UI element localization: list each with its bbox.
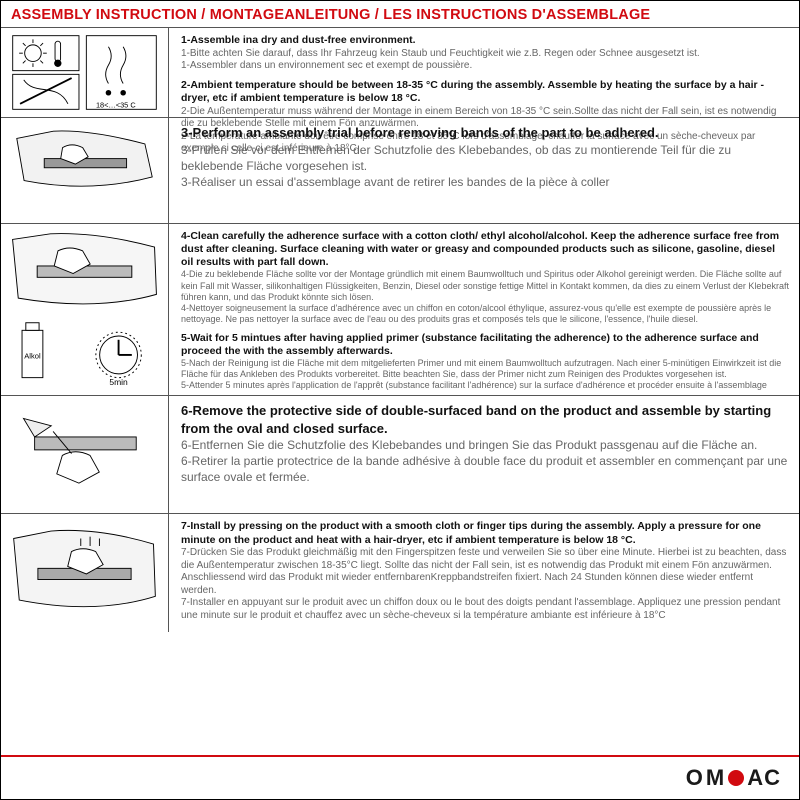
step4-fr: 4-Nettoyer soigneusement la surface d'ad… bbox=[181, 303, 771, 324]
step3-fr: 3-Réaliser un essai d'assemblage avant d… bbox=[181, 175, 610, 189]
brand-ac: AC bbox=[747, 765, 781, 791]
row-step-7: 7-Install by pressing on the product wit… bbox=[1, 514, 799, 632]
step4-lead: 4-Clean carefully the adherence surface … bbox=[181, 230, 779, 268]
header-bar: ASSEMBLY INSTRUCTION / MONTAGEANLEITUNG … bbox=[1, 1, 799, 28]
timer-label: 5min bbox=[109, 377, 128, 387]
illustration-6 bbox=[1, 396, 169, 513]
brand-dot-icon bbox=[728, 770, 744, 786]
illustration-1: 18<…<35 C bbox=[1, 28, 169, 117]
step5-lead: 5-Wait for 5 mintues after having applie… bbox=[181, 332, 759, 357]
illustration-4-5: Alkol 5min bbox=[1, 224, 169, 395]
step5-de: 5-Nach der Reinigung ist die Fläche mit … bbox=[181, 358, 781, 379]
text-4-5: 4-Clean carefully the adherence surface … bbox=[169, 224, 799, 395]
step7-de: 7-Drücken Sie das Produkt gleichmäßig mi… bbox=[181, 547, 786, 596]
step6-de: 6-Entfernen Sie die Schutzfolie des Kleb… bbox=[181, 438, 757, 452]
step1-de: 1-Bitte achten Sie darauf, dass Ihr Fahr… bbox=[181, 48, 700, 59]
footer: O M AC bbox=[1, 755, 799, 799]
peel-tape-icon bbox=[5, 400, 164, 509]
bottle-label: Alkol bbox=[24, 352, 41, 361]
rows-container: 18<…<35 C 1-Assemble ina dry and dust-fr… bbox=[1, 28, 799, 755]
trial-fit-icon bbox=[5, 122, 164, 219]
step2-lead: 2-Ambient temperature should be between … bbox=[181, 79, 764, 105]
step1-lead: 1-Assemble ina dry and dust-free environ… bbox=[181, 34, 416, 46]
step3-lead: 3-Perform an assembly trial before remov… bbox=[181, 125, 659, 140]
page-title: ASSEMBLY INSTRUCTION / MONTAGEANLEITUNG … bbox=[11, 7, 789, 23]
brand-o: O bbox=[686, 765, 704, 791]
instruction-sheet: ASSEMBLY INSTRUCTION / MONTAGEANLEITUNG … bbox=[0, 0, 800, 800]
row-step-1-2: 18<…<35 C 1-Assemble ina dry and dust-fr… bbox=[1, 28, 799, 118]
clean-primer-icon: Alkol 5min bbox=[5, 228, 164, 391]
text-3: 3-Perform an assembly trial before remov… bbox=[169, 118, 799, 223]
env-icons: 18<…<35 C bbox=[5, 32, 164, 113]
text-7: 7-Install by pressing on the product wit… bbox=[169, 514, 799, 632]
row-step-6: 6-Remove the protective side of double-s… bbox=[1, 396, 799, 514]
step3-de: 3-Prüfen Sie vor dem Entfernen der Schut… bbox=[181, 143, 731, 173]
text-1-2: 1-Assemble ina dry and dust-free environ… bbox=[169, 28, 799, 117]
brand-logo: O M AC bbox=[686, 765, 781, 791]
step1-fr: 1-Assembler dans un environnement sec et… bbox=[181, 60, 472, 71]
row-step-3: 3-Perform an assembly trial before remov… bbox=[1, 118, 799, 224]
step6-fr: 6-Retirer la partie protectrice de la ba… bbox=[181, 454, 787, 484]
brand-m: M bbox=[706, 765, 725, 791]
row-step-4-5: Alkol 5min 4-Clean carefully the adheren… bbox=[1, 224, 799, 396]
step4-de: 4-Die zu beklebende Fläche sollte vor de… bbox=[181, 269, 789, 302]
step7-fr: 7-Installer en appuyant sur le produit a… bbox=[181, 597, 780, 621]
step5-fr: 5-Attender 5 minutes après l'application… bbox=[181, 380, 767, 390]
step7-lead: 7-Install by pressing on the product wit… bbox=[181, 520, 761, 546]
press-install-icon bbox=[5, 518, 164, 628]
illustration-7 bbox=[1, 514, 169, 632]
temp-label: 18<…<35 C bbox=[96, 100, 136, 109]
illustration-3 bbox=[1, 118, 169, 223]
step6-lead: 6-Remove the protective side of double-s… bbox=[181, 403, 771, 436]
text-6: 6-Remove the protective side of double-s… bbox=[169, 396, 799, 513]
